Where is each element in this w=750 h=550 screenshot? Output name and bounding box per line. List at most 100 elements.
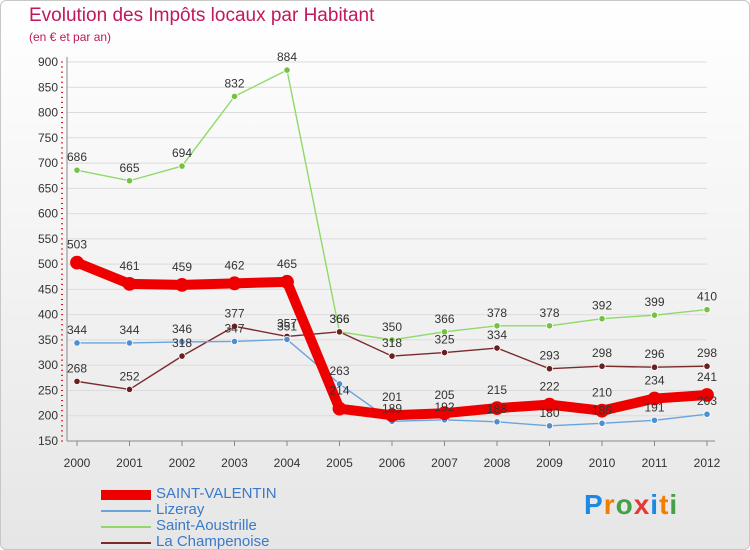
data-point bbox=[440, 348, 449, 357]
data-point bbox=[178, 338, 186, 346]
data-point bbox=[227, 276, 242, 291]
data-point bbox=[73, 339, 81, 347]
data-label: 205 bbox=[434, 388, 454, 402]
data-label: 462 bbox=[224, 258, 244, 272]
logo-letter: i bbox=[650, 489, 660, 520]
data-label: 344 bbox=[67, 323, 87, 337]
data-label: 201 bbox=[382, 390, 402, 404]
data-point bbox=[388, 352, 396, 360]
y-tick-label: 750 bbox=[38, 131, 58, 145]
y-tick-label: 850 bbox=[38, 80, 58, 94]
data-point bbox=[490, 401, 504, 416]
data-label: 293 bbox=[539, 349, 559, 363]
data-point bbox=[545, 322, 554, 330]
data-label: 461 bbox=[119, 259, 139, 273]
y-tick-label: 900 bbox=[38, 55, 58, 69]
data-label: 325 bbox=[434, 333, 454, 347]
data-point bbox=[230, 92, 239, 100]
data-point bbox=[178, 352, 186, 360]
data-label: 378 bbox=[539, 306, 559, 320]
data-point bbox=[650, 416, 659, 424]
data-label: 298 bbox=[697, 346, 717, 360]
grid-layer bbox=[67, 61, 707, 442]
data-label: 410 bbox=[697, 290, 717, 304]
data-label: 192 bbox=[434, 400, 454, 414]
x-tick-label: 2010 bbox=[589, 456, 616, 470]
y-tick-label: 550 bbox=[38, 232, 58, 246]
y-tick-label: 250 bbox=[38, 383, 58, 397]
data-point bbox=[175, 277, 189, 292]
x-tick-label: 2002 bbox=[169, 456, 196, 470]
axis-layer: 150 200 250 300 350 400 450 500 550 600 650 700 750 8… bbox=[38, 55, 721, 470]
data-label: 252 bbox=[119, 369, 139, 383]
legend-swatch bbox=[101, 526, 151, 528]
data-label: 686 bbox=[67, 150, 87, 164]
data-label: 377 bbox=[224, 306, 244, 320]
data-label-layer: 686 665 694 832 884 366 350 366 378 378 392 399 410 2… bbox=[67, 50, 717, 420]
x-tick-label: 2000 bbox=[64, 456, 91, 470]
data-label: 399 bbox=[644, 295, 664, 309]
chart-subtitle: (en € et par an) bbox=[29, 30, 112, 44]
y-tick-label: 200 bbox=[38, 409, 58, 423]
data-point bbox=[280, 274, 294, 289]
data-label: 459 bbox=[172, 260, 192, 274]
data-point bbox=[493, 344, 501, 352]
data-point bbox=[647, 391, 662, 406]
data-label: 222 bbox=[539, 380, 559, 394]
data-label: 503 bbox=[67, 238, 87, 252]
y-tick-label: 350 bbox=[38, 333, 58, 347]
x-tick-label: 2003 bbox=[221, 456, 248, 470]
logo-letter: x bbox=[633, 489, 651, 520]
logo-letter: P bbox=[584, 489, 604, 520]
data-point bbox=[598, 362, 606, 370]
proxiti-logo: Proxiti bbox=[584, 489, 678, 521]
data-point bbox=[70, 255, 84, 270]
y-tick-label: 400 bbox=[38, 308, 58, 322]
x-tick-label: 2005 bbox=[326, 456, 353, 470]
data-point bbox=[335, 380, 344, 388]
data-point bbox=[283, 66, 291, 74]
data-point bbox=[545, 422, 554, 430]
data-point bbox=[73, 377, 81, 385]
data-point bbox=[493, 418, 501, 426]
y-tick-label: 150 bbox=[38, 434, 58, 448]
data-label: 344 bbox=[119, 323, 139, 337]
data-point bbox=[283, 335, 291, 344]
y-tick-label: 450 bbox=[38, 282, 58, 296]
data-label: 263 bbox=[329, 364, 349, 378]
legend-swatch bbox=[101, 490, 151, 500]
data-label: 357 bbox=[277, 316, 297, 330]
data-label: 392 bbox=[592, 299, 612, 313]
x-tick-label: 2009 bbox=[536, 456, 563, 470]
legend-label: Saint-Aoustrille bbox=[156, 517, 257, 534]
data-label: 234 bbox=[644, 374, 664, 388]
data-label: 215 bbox=[487, 383, 507, 397]
data-point bbox=[125, 385, 134, 394]
data-point bbox=[332, 401, 347, 416]
data-point bbox=[125, 339, 134, 347]
data-label: 351 bbox=[277, 319, 297, 333]
data-point bbox=[230, 322, 239, 330]
legend-label: La Champenoise bbox=[156, 533, 270, 550]
data-label: 180 bbox=[539, 406, 559, 420]
y-tick-label: 500 bbox=[38, 257, 58, 271]
data-label: 694 bbox=[172, 146, 192, 160]
legend-label: SAINT-VALENTIN bbox=[156, 485, 277, 502]
legend-swatch bbox=[101, 542, 151, 544]
data-point bbox=[703, 306, 711, 314]
data-label: 366 bbox=[434, 312, 454, 326]
x-tick-label: 2011 bbox=[642, 456, 668, 470]
chart-title: Evolution des Impôts locaux par Habitant bbox=[29, 5, 375, 26]
data-label: 298 bbox=[592, 346, 612, 360]
data-label: 214 bbox=[329, 384, 349, 398]
y-tick-label: 700 bbox=[38, 156, 58, 170]
data-point bbox=[595, 403, 609, 418]
x-tick-label: 2001 bbox=[116, 456, 143, 470]
data-point bbox=[125, 177, 134, 185]
data-label: 210 bbox=[592, 386, 612, 400]
data-label: 268 bbox=[67, 361, 87, 375]
data-label: 334 bbox=[487, 328, 507, 342]
data-label: 665 bbox=[119, 161, 139, 175]
